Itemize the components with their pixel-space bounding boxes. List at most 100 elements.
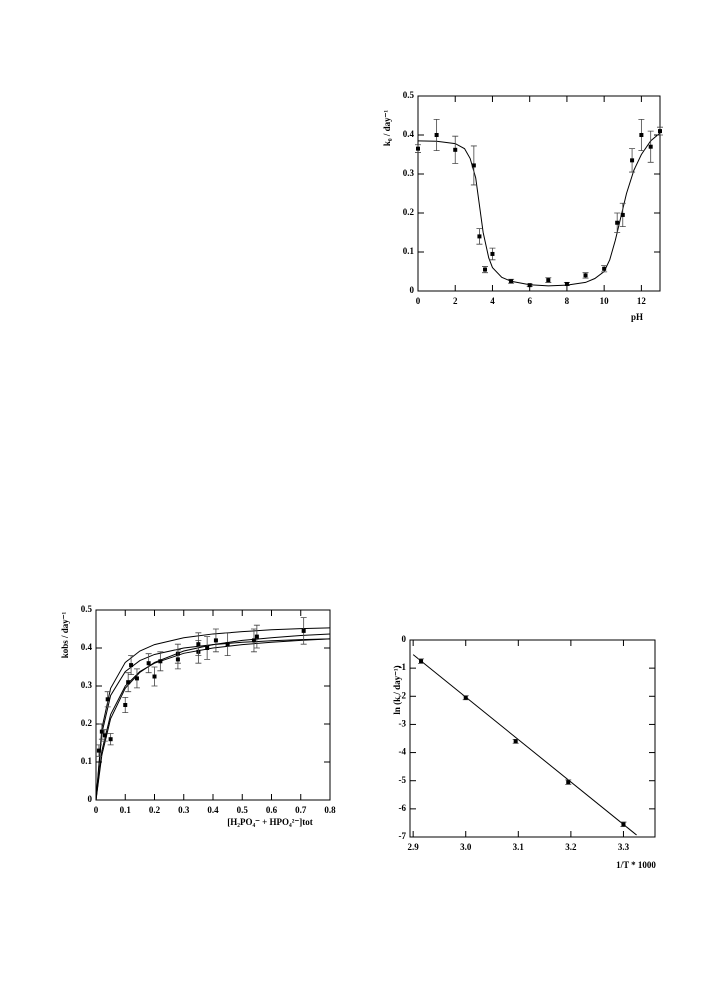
data-point (463, 695, 468, 700)
data-point (416, 146, 420, 151)
fit-curve (95, 638, 331, 801)
y-axis-label: kobs / day⁻¹ (60, 611, 70, 658)
data-point (639, 133, 644, 137)
x-axis-label: pH (631, 312, 643, 322)
x-tick-label: 0.3 (178, 805, 190, 815)
data-point (301, 628, 306, 633)
data-point (615, 220, 620, 225)
x-tick-label: 6 (527, 296, 532, 306)
x-tick-label: 2.9 (408, 842, 420, 852)
x-tick-label: 4 (490, 296, 495, 306)
y-tick-label: 0.2 (81, 718, 93, 728)
x-tick-label: 3.2 (565, 842, 577, 852)
data-point (630, 158, 635, 163)
data-point (196, 642, 201, 647)
x-tick-label: 8 (565, 296, 570, 306)
plot-frame (409, 639, 656, 838)
x-axis-label: 1/T * 1000 (616, 860, 656, 870)
x-tick-label: 3.1 (513, 842, 525, 852)
x-tick-label: 3.3 (618, 842, 630, 852)
y-tick-label: -7 (399, 831, 407, 841)
data-point (509, 279, 514, 284)
x-tick-label: 12 (637, 296, 647, 306)
y-tick-label: -1 (399, 662, 407, 672)
x-tick-label: 0.1 (120, 805, 132, 815)
x-tick-label: 0.5 (237, 805, 249, 815)
x-tick-label: 0.2 (149, 805, 161, 815)
fit-curve (95, 633, 331, 801)
data-point (583, 273, 588, 278)
y-tick-label: -3 (399, 718, 407, 728)
data-point (123, 703, 128, 707)
data-point (158, 659, 163, 664)
x-axis-label: [H₂PO₄⁻ + HPO₄²⁻]tot (227, 817, 312, 827)
x-tick-label: 10 (600, 296, 610, 306)
fit-curve (95, 627, 331, 801)
y-tick-label: -6 (399, 803, 407, 813)
data-point (213, 638, 218, 643)
plot-frame (417, 95, 661, 292)
y-tick-label: -5 (399, 775, 407, 785)
y-tick-label: 0.1 (403, 246, 415, 256)
x-tick-label: 0.6 (266, 805, 278, 815)
data-point (225, 642, 230, 647)
data-point (134, 676, 139, 681)
plot-frame (95, 609, 331, 801)
data-point (602, 266, 607, 271)
data-point (564, 281, 569, 286)
data-point (453, 147, 458, 152)
fit-curve (417, 132, 661, 287)
y-tick-label: 0.4 (403, 129, 415, 139)
data-point (658, 129, 662, 134)
data-point (621, 822, 626, 827)
y-tick-label: 0.5 (403, 90, 415, 100)
y-tick-label: 0.3 (403, 168, 415, 178)
y-axis-label: k₀ / day⁻¹ (382, 110, 392, 146)
data-point (434, 133, 439, 137)
data-point (471, 163, 476, 168)
data-point (105, 697, 110, 702)
y-tick-label: 0.4 (81, 642, 93, 652)
data-point (99, 729, 104, 734)
data-point (102, 733, 107, 738)
data-point (175, 657, 180, 662)
y-tick-label: 0 (402, 634, 407, 644)
data-point (251, 638, 256, 643)
y-tick-label: 0.1 (81, 756, 93, 766)
data-point (566, 780, 571, 785)
x-tick-label: 0.8 (324, 805, 336, 815)
data-point (146, 661, 151, 666)
data-point (254, 634, 259, 639)
data-point (126, 680, 131, 685)
data-point (620, 212, 625, 217)
x-tick-label: 0 (416, 296, 421, 306)
data-point (483, 267, 488, 272)
data-point (477, 234, 482, 239)
data-point (648, 144, 653, 149)
fit-curve (412, 654, 637, 836)
x-tick-label: 0 (94, 805, 99, 815)
data-point (129, 663, 134, 668)
y-tick-label: -2 (399, 690, 407, 700)
y-axis-label: ln (k / day⁻¹) (392, 665, 402, 714)
fit-curve (95, 638, 331, 801)
y-tick-label: -4 (399, 747, 407, 757)
y-tick-label: 0.3 (81, 680, 93, 690)
data-point (546, 278, 551, 283)
x-tick-label: 3.0 (460, 842, 472, 852)
y-tick-label: 0 (88, 794, 93, 804)
x-tick-label: 2 (453, 296, 458, 306)
x-tick-label: 0.7 (295, 805, 307, 815)
y-tick-label: 0.2 (403, 207, 415, 217)
y-tick-label: 0 (410, 285, 415, 295)
data-point (419, 659, 424, 664)
data-point (490, 251, 495, 256)
x-tick-label: 0.4 (207, 805, 219, 815)
data-point (108, 737, 113, 742)
data-point (513, 739, 518, 744)
data-point (205, 646, 210, 650)
data-point (96, 748, 101, 753)
data-point (152, 674, 157, 679)
y-tick-label: 0.5 (81, 604, 93, 614)
